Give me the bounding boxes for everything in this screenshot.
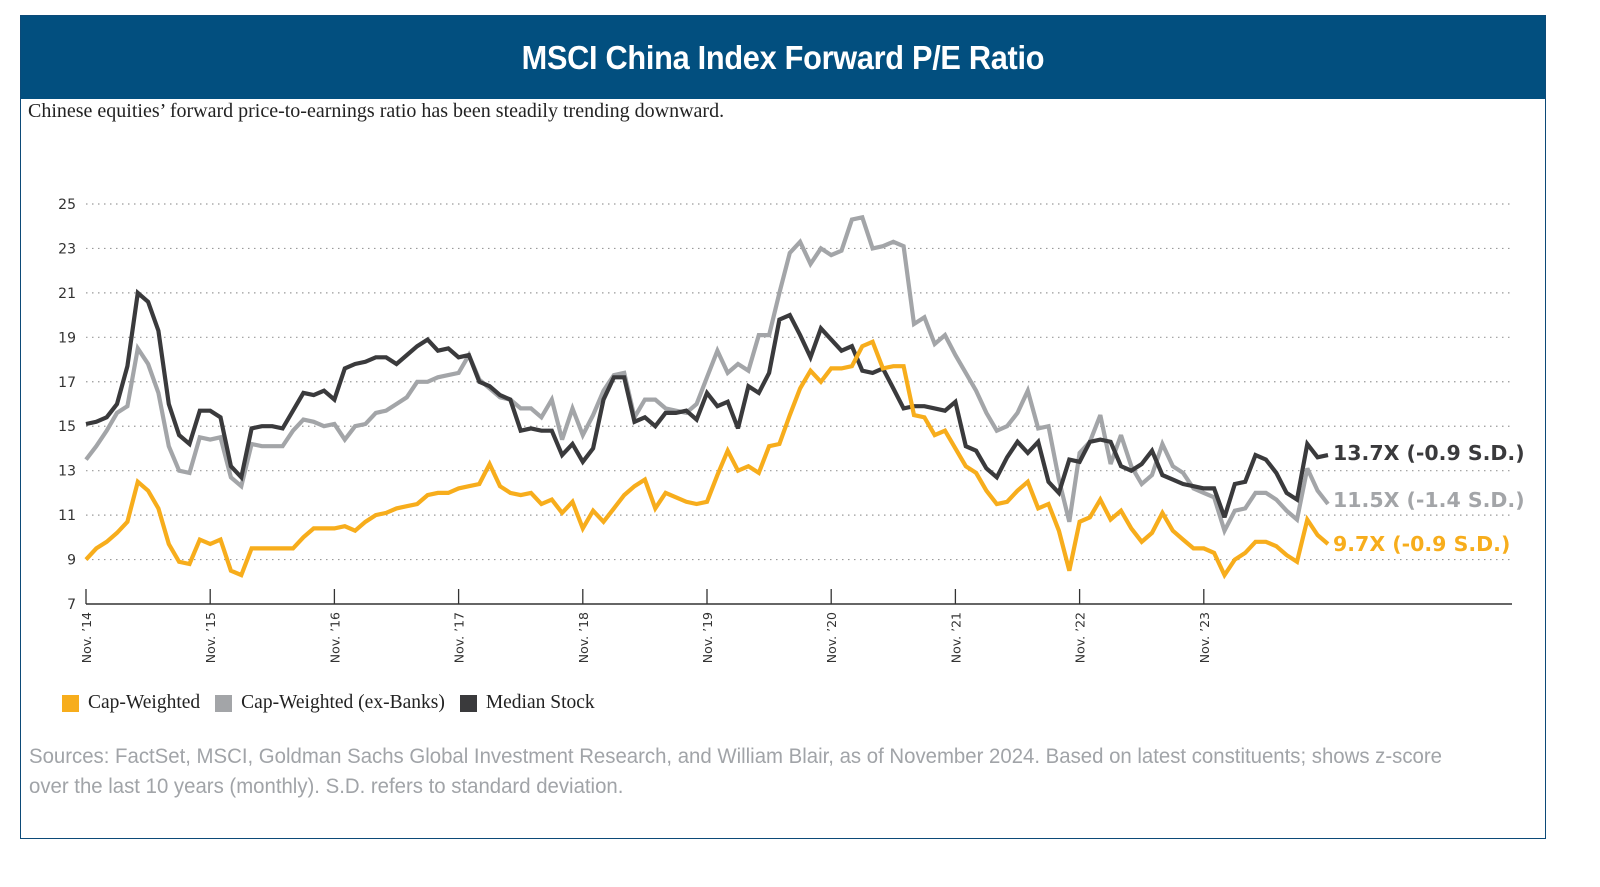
chart-subtitle: Chinese equities’ forward price-to-earni… — [28, 100, 725, 122]
x-tick-label: Nov. ’14 — [79, 612, 94, 663]
y-tick-label: 19 — [58, 330, 76, 346]
x-tick-label: Nov. ’19 — [700, 612, 715, 663]
y-tick-label: 23 — [58, 241, 76, 257]
y-tick-label: 25 — [58, 197, 76, 213]
series-line-cap-weighted — [84, 339, 1330, 580]
legend-item-median-stock: Median Stock — [459, 692, 595, 714]
end-label-ex-banks: 11.5X (-1.4 S.D.) — [1333, 488, 1525, 512]
x-tick-label: Nov. ’20 — [824, 612, 839, 663]
y-tick-label: 11 — [58, 508, 76, 524]
title-banner: MSCI China Index Forward P/E Ratio — [21, 16, 1545, 99]
y-tick-label: 9 — [67, 553, 76, 569]
legend-swatch-cap-weighted — [62, 694, 79, 712]
y-tick-label: 21 — [58, 286, 76, 302]
series-lines — [84, 214, 1330, 580]
end-label-cap-weighted: 9.7X (-0.9 S.D.) — [1333, 532, 1510, 556]
legend-label: Cap-Weighted — [88, 692, 201, 713]
legend: Cap-Weighted Cap-Weighted (ex-Banks) Med… — [62, 692, 610, 714]
chart-title: MSCI China Index Forward P/E Ratio — [521, 38, 1045, 76]
legend-swatch-ex-banks — [215, 694, 233, 712]
legend-item-cap-weighted: Cap-Weighted — [62, 692, 200, 714]
end-labels: 9.7X (-0.9 S.D.) 11.5X (-1.4 S.D.) 13.7X (… — [1333, 441, 1525, 556]
series-line-ex-banks — [84, 214, 1330, 537]
x-tick-label: Nov. ’15 — [203, 612, 218, 663]
legend-label: Cap-Weighted (ex-Banks) — [241, 692, 445, 713]
y-axis: 7 9 11 13 15 17 19 21 23 25 — [58, 197, 76, 613]
y-tick-label: 15 — [58, 419, 76, 435]
x-tick-label: Nov. ’22 — [1073, 612, 1088, 663]
series-line-median-stock — [85, 288, 1329, 519]
y-tick-label: 7 — [67, 597, 76, 613]
y-tick-label: 17 — [58, 375, 76, 391]
x-tick-label: Nov. ’21 — [948, 612, 963, 663]
x-tick-label: Nov. ’16 — [327, 612, 342, 663]
x-tick-label: Nov. ’17 — [452, 612, 467, 663]
x-axis: Nov. ’14 Nov. ’15 Nov. ’16 Nov. ’17 Nov. ’18… — [79, 589, 1512, 663]
y-tick-label: 13 — [58, 464, 76, 480]
x-tick-label: Nov. ’23 — [1197, 612, 1212, 663]
legend-label: Median Stock — [485, 692, 595, 713]
source-note: Sources: FactSet, MSCI, Goldman Sachs Gl… — [29, 745, 1442, 798]
legend-swatch-median-stock — [459, 694, 477, 712]
legend-item-ex-banks: Cap-Weighted (ex-Banks) — [215, 692, 445, 714]
end-label-median-stock: 13.7X (-0.9 S.D.) — [1333, 441, 1525, 465]
x-tick-label: Nov. ’18 — [576, 612, 591, 663]
